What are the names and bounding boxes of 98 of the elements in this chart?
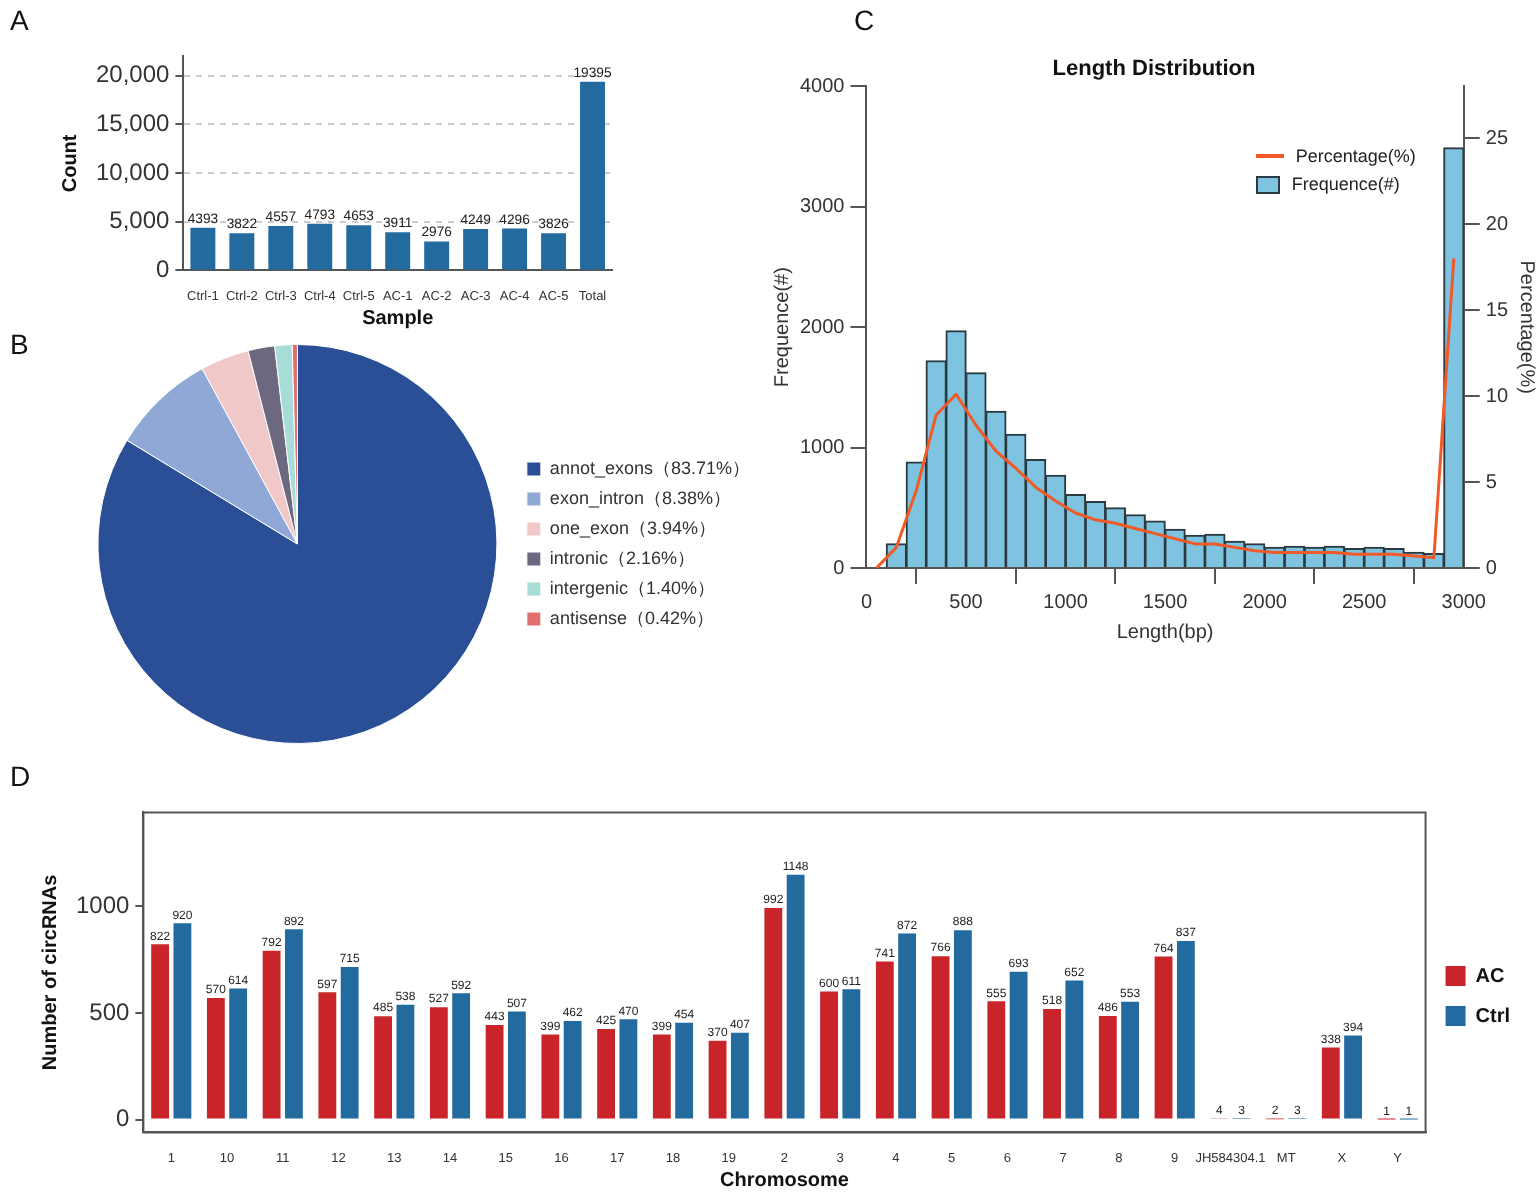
bar: [619, 1019, 638, 1119]
bar: [307, 223, 333, 270]
x-tick-label: 3000: [1441, 591, 1487, 614]
bar: [541, 233, 567, 270]
bar: [675, 1022, 694, 1119]
bar: [1176, 941, 1195, 1119]
bar: [340, 967, 359, 1119]
legend-label: antisense（0.42%）: [549, 607, 714, 628]
bar: [1043, 1009, 1061, 1119]
y2-axis-title: Percentage(%): [1514, 260, 1537, 394]
bar: [708, 1040, 727, 1119]
bar: [931, 956, 950, 1119]
bar: [820, 991, 838, 1119]
bar: [268, 226, 294, 270]
y2-tick-label: 10: [1485, 385, 1509, 408]
bar: [1065, 980, 1084, 1119]
bar: [173, 923, 192, 1119]
bar: [206, 998, 225, 1119]
legend-label: exon_intron（8.38%）: [549, 487, 731, 508]
legend-label: AC: [1475, 965, 1505, 988]
text: A: [10, 4, 29, 36]
text: C: [854, 4, 875, 36]
bar: [1121, 1001, 1140, 1119]
bar: [875, 961, 894, 1119]
bar: [764, 907, 783, 1119]
y-tick-label: 0: [156, 255, 171, 284]
legend-label: intronic（2.16%）: [549, 547, 695, 568]
y-tick-label: 4000: [799, 75, 846, 98]
legend-label: Ctrl: [1475, 1005, 1511, 1028]
bar: [229, 233, 255, 270]
bar: [987, 1001, 1006, 1119]
y2-tick-label: 5: [1485, 471, 1498, 494]
y-tick-label: 5,000: [109, 206, 171, 235]
bar: [262, 950, 281, 1119]
legend-label: Frequence(#): [1291, 174, 1400, 195]
bar: [1009, 971, 1028, 1119]
bar: [424, 241, 450, 270]
bar: [396, 1004, 415, 1119]
y2-tick-label: 20: [1485, 213, 1509, 236]
x-tick-label: 500: [949, 591, 984, 614]
bar: [507, 1011, 526, 1119]
y-tick-label: 0: [116, 1104, 131, 1133]
x-tick-label: 1500: [1142, 591, 1189, 614]
y-tick-label: 2000: [799, 316, 846, 339]
bar: [786, 874, 805, 1119]
bar: [502, 228, 528, 270]
y-axis-title: Frequence(#): [771, 267, 794, 388]
bar: [597, 1028, 616, 1119]
bar: [1344, 1035, 1363, 1119]
x-tick-label: 0: [860, 591, 873, 614]
chart-title: Length Distribution: [1052, 57, 1256, 82]
bar: [318, 992, 337, 1119]
text: B: [10, 328, 29, 360]
bar: [652, 1034, 671, 1119]
y-axis-title: Number of circRNAs: [39, 873, 62, 1071]
bar: [190, 227, 216, 270]
bar: [541, 1034, 560, 1119]
bar: [463, 229, 489, 270]
bar: [385, 232, 411, 270]
x-axis-title: Length(bp): [1116, 621, 1214, 644]
bar: [1321, 1047, 1340, 1119]
y-axis-title: Count: [59, 133, 82, 193]
bar: [485, 1025, 504, 1119]
y-tick-label: 10,000: [96, 157, 171, 186]
x-axis-title: Sample: [362, 307, 435, 330]
legend-label: intergenic（1.40%）: [549, 577, 715, 598]
bar: [563, 1021, 582, 1119]
y-tick-label: 1000: [799, 437, 846, 460]
y-tick-label: 0: [833, 557, 846, 580]
y-tick-label: 15,000: [96, 109, 171, 138]
y-tick-label: 1000: [75, 890, 131, 919]
legend-label: Percentage(%): [1295, 146, 1416, 167]
bar: [452, 993, 471, 1119]
x-tick-label: 2000: [1242, 591, 1288, 614]
bar: [429, 1007, 448, 1119]
bar: [1154, 956, 1173, 1119]
text: D: [10, 760, 31, 792]
x-axis-title: Chromosome: [720, 1169, 850, 1192]
y2-tick-label: 0: [1485, 557, 1498, 580]
y-tick-label: 3000: [799, 196, 846, 219]
x-tick-label: 2500: [1341, 591, 1388, 614]
y2-tick-label: 25: [1485, 127, 1509, 150]
y-tick-label: 20,000: [96, 60, 171, 89]
bar: [284, 929, 303, 1119]
bar: [151, 944, 170, 1119]
bar: [374, 1016, 393, 1119]
bar: [842, 989, 861, 1119]
bar: [953, 930, 972, 1119]
bar: [898, 933, 917, 1119]
x-tick-label: 1000: [1043, 591, 1089, 614]
bar: [730, 1032, 749, 1119]
legend-label: annot_exons（83.71%）: [549, 457, 751, 478]
bar: [1098, 1015, 1117, 1119]
bar: [346, 225, 372, 270]
legend-label: one_exon（3.94%）: [549, 517, 716, 538]
bar: [580, 81, 605, 270]
bar: [229, 988, 248, 1119]
y-tick-label: 500: [89, 997, 131, 1026]
